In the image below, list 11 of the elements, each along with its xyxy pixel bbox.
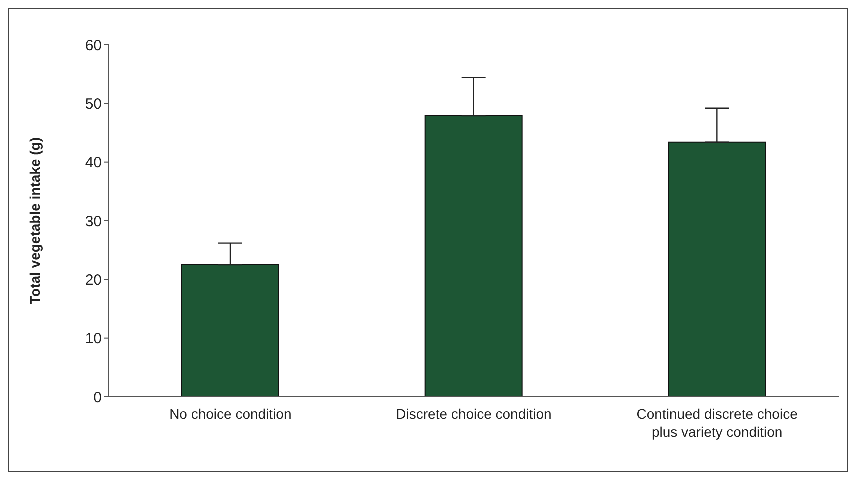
- y-axis-title: Total vegetable intake (g): [26, 138, 43, 304]
- y-tick-label: 40: [85, 154, 102, 172]
- y-tick-label: 60: [85, 37, 102, 54]
- x-tick-label: Discrete choice condition: [396, 406, 552, 422]
- y-tick-label: 20: [85, 272, 102, 289]
- y-tick-label: 50: [85, 96, 102, 113]
- y-tick-label: 30: [85, 213, 102, 230]
- x-tick-label: No choice condition: [170, 406, 292, 422]
- y-tick-label: 0: [94, 389, 102, 406]
- x-tick-label: Continued discrete choice plus variety condition: [636, 406, 798, 440]
- y-tick-label: 10: [85, 330, 102, 348]
